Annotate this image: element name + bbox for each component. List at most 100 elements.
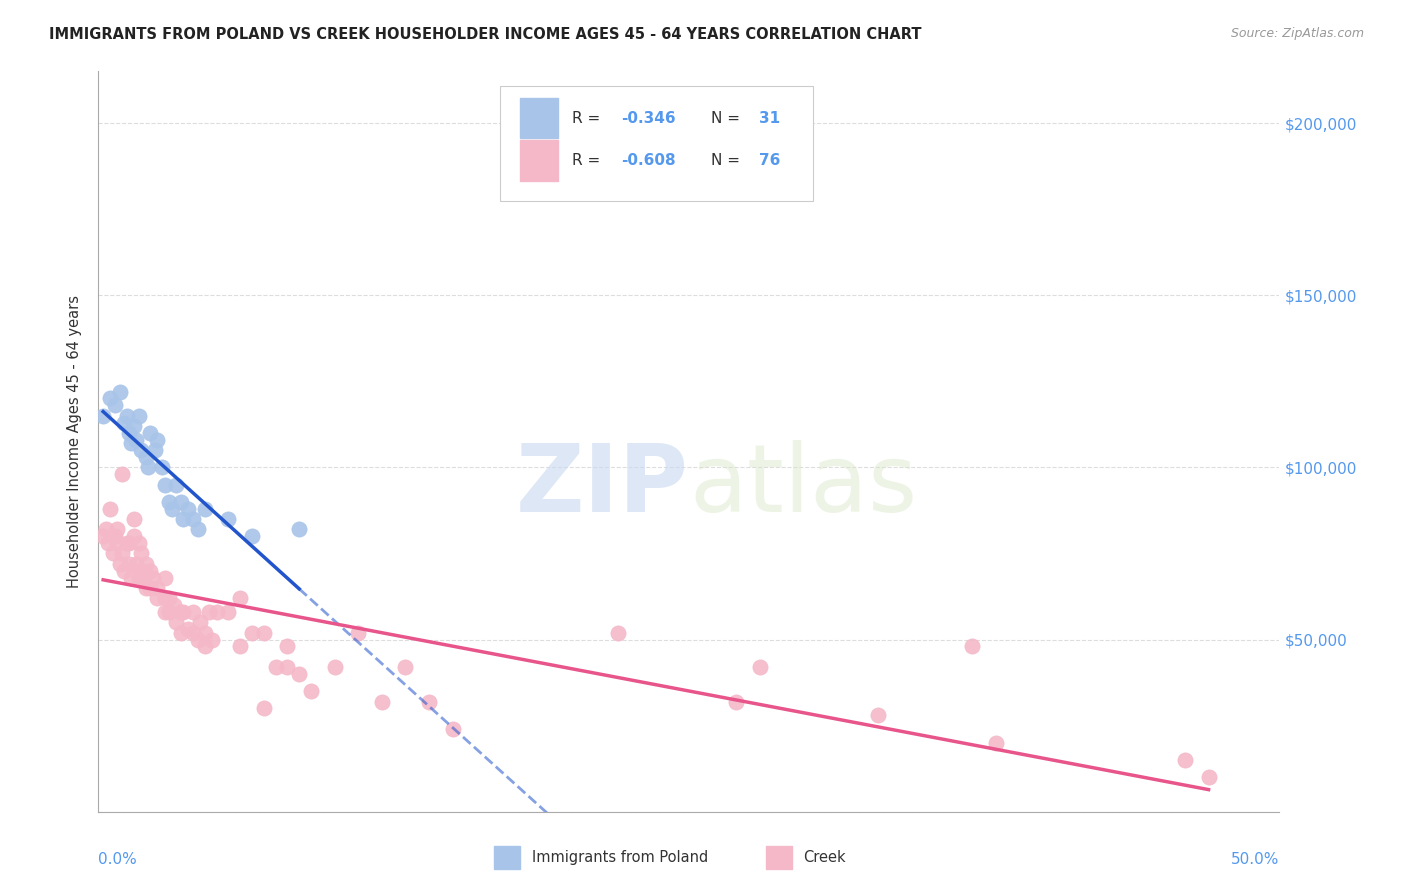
Point [1198, 770, 1220, 784]
Text: Creek: Creek [803, 850, 846, 865]
Text: R =: R = [572, 153, 605, 168]
Point [122, 529, 145, 543]
Point [128, 570, 150, 584]
Point [118, 557, 141, 571]
Point [217, 605, 239, 619]
Point [229, 640, 252, 654]
Point [94, 522, 117, 536]
Point [91, 409, 114, 423]
Point [97, 536, 120, 550]
Bar [520, 97, 558, 138]
Point [128, 536, 150, 550]
Point [157, 591, 180, 606]
Point [194, 501, 217, 516]
Point [129, 564, 152, 578]
Point [188, 615, 211, 630]
Point [441, 722, 464, 736]
Point [264, 660, 287, 674]
Point [153, 570, 176, 584]
Point [323, 660, 346, 674]
Point [98, 501, 121, 516]
Point [125, 433, 148, 447]
Point [299, 684, 322, 698]
Text: Immigrants from Poland: Immigrants from Poland [531, 850, 709, 865]
Point [139, 581, 162, 595]
Text: -0.346: -0.346 [621, 111, 676, 126]
Point [139, 564, 162, 578]
Text: 50.0%: 50.0% [1232, 853, 1279, 867]
Point [121, 570, 143, 584]
Point [187, 522, 209, 536]
Point [150, 460, 173, 475]
Point [135, 581, 157, 595]
Point [157, 605, 180, 619]
Point [105, 522, 128, 536]
Point [607, 625, 630, 640]
Point [205, 605, 228, 619]
FancyBboxPatch shape [501, 87, 813, 201]
Point [132, 570, 155, 584]
Point [748, 660, 770, 674]
Point [229, 591, 252, 606]
Bar [766, 846, 792, 870]
Point [276, 660, 298, 674]
Point [153, 591, 176, 606]
Point [98, 392, 121, 406]
Point [163, 598, 186, 612]
Point [240, 529, 263, 543]
Point [129, 546, 152, 560]
Point [201, 632, 224, 647]
Point [125, 557, 148, 571]
Point [157, 495, 180, 509]
Point [122, 512, 145, 526]
Point [146, 591, 169, 606]
Point [146, 581, 169, 595]
Point [142, 570, 165, 584]
Point [347, 625, 370, 640]
Point [371, 694, 394, 708]
Text: IMMIGRANTS FROM POLAND VS CREEK HOUSEHOLDER INCOME AGES 45 - 64 YEARS CORRELATIO: IMMIGRANTS FROM POLAND VS CREEK HOUSEHOL… [49, 27, 922, 42]
Point [288, 522, 311, 536]
Text: -0.608: -0.608 [621, 153, 676, 168]
Point [135, 450, 157, 464]
Y-axis label: Householder Income Ages 45 - 64 years: Householder Income Ages 45 - 64 years [67, 295, 83, 588]
Point [122, 419, 145, 434]
Point [177, 622, 200, 636]
Point [172, 605, 194, 619]
Point [217, 512, 239, 526]
Point [91, 529, 114, 543]
Point [165, 615, 187, 630]
Point [118, 425, 141, 440]
Text: N =: N = [711, 111, 745, 126]
Point [181, 625, 204, 640]
Point [136, 460, 159, 475]
Point [194, 625, 217, 640]
Point [181, 605, 204, 619]
Point [115, 536, 138, 550]
Point [118, 536, 141, 550]
Point [172, 512, 194, 526]
Point [962, 640, 984, 654]
Point [170, 605, 193, 619]
Point [240, 625, 263, 640]
Point [170, 625, 193, 640]
Point [112, 564, 135, 578]
Point [111, 467, 134, 482]
Text: ZIP: ZIP [516, 440, 689, 532]
Point [170, 495, 193, 509]
Point [394, 660, 416, 674]
Point [101, 546, 124, 560]
Point [187, 632, 209, 647]
Text: 31: 31 [759, 111, 780, 126]
Point [143, 443, 166, 458]
Point [276, 640, 298, 654]
Point [128, 409, 150, 423]
Point [165, 477, 187, 491]
Point [153, 477, 176, 491]
Point [153, 605, 176, 619]
Point [129, 443, 152, 458]
Point [177, 501, 200, 516]
Point [112, 416, 135, 430]
Point [984, 736, 1007, 750]
Point [288, 667, 311, 681]
